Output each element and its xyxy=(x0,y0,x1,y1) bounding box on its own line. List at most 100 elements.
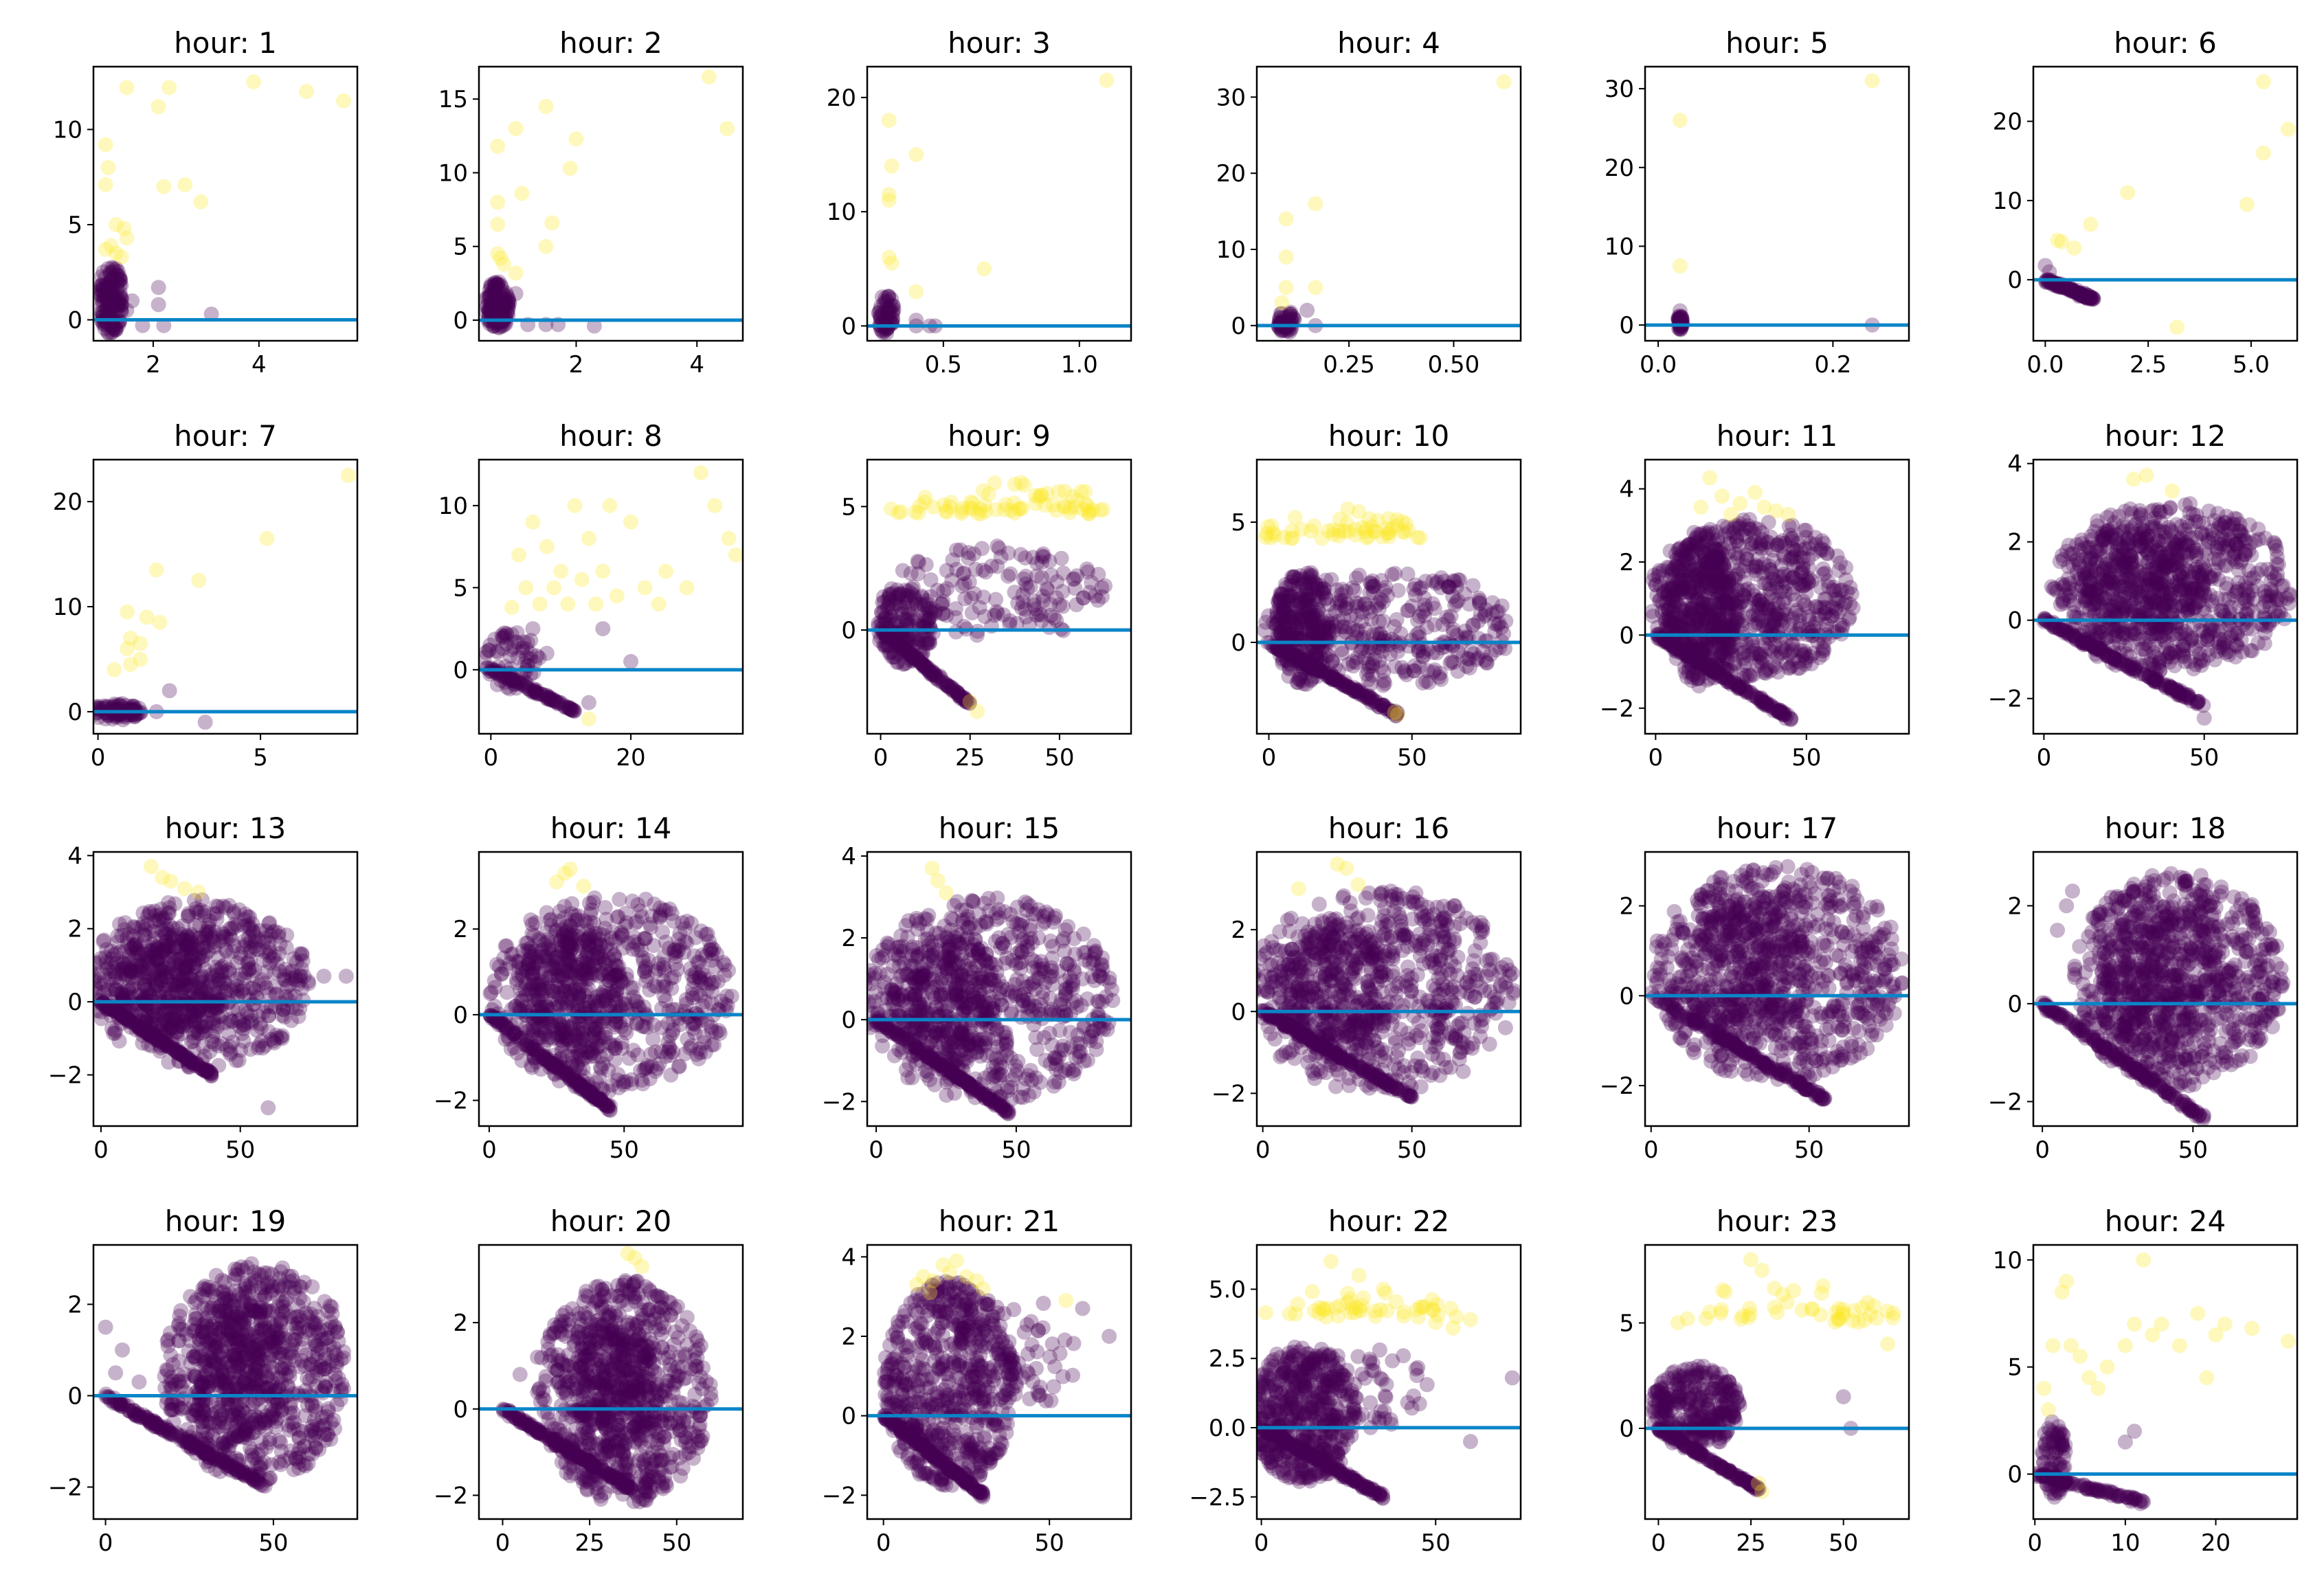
point-low xyxy=(914,656,929,671)
point-low xyxy=(1801,612,1816,627)
point-low xyxy=(875,289,890,304)
point-high xyxy=(2066,240,2081,256)
point-high xyxy=(2281,122,2296,137)
point-low xyxy=(1828,583,1843,598)
x-tick-label: 4 xyxy=(689,351,704,379)
point-low xyxy=(491,275,506,290)
point-low xyxy=(966,546,981,561)
point-low xyxy=(581,695,596,710)
x-tick-label: 0 xyxy=(91,744,106,772)
point-low xyxy=(2042,265,2057,280)
point-high xyxy=(943,499,958,515)
point-high xyxy=(651,596,667,611)
point-high xyxy=(553,563,568,578)
y-tick-label: 10 xyxy=(1993,188,2022,215)
point-high xyxy=(156,179,171,194)
point-low xyxy=(1299,303,1315,318)
point-low xyxy=(1385,567,1400,582)
x-tick-label: 50 xyxy=(2189,744,2219,772)
point-high xyxy=(1337,524,1352,539)
subplot-title: hour: 2 xyxy=(559,26,662,60)
point-low xyxy=(1796,594,1811,609)
point-high xyxy=(637,580,652,595)
subplot-title: hour: 11 xyxy=(1717,419,1837,453)
axes-frame xyxy=(867,67,1131,341)
point-low xyxy=(949,543,964,558)
point-low xyxy=(2061,581,2076,596)
y-tick-label: 0 xyxy=(1231,629,1246,657)
point-low xyxy=(1306,660,1321,675)
point-high xyxy=(1279,212,1294,227)
point-low xyxy=(1730,533,1745,548)
point-low xyxy=(1752,559,1767,574)
y-tick-label: 0 xyxy=(1619,312,1634,339)
point-low xyxy=(1326,671,1341,686)
point-low xyxy=(1452,573,1467,588)
point-low xyxy=(1321,620,1336,636)
point-high xyxy=(1380,521,1395,536)
point-low xyxy=(1404,633,1419,648)
point-high xyxy=(884,159,900,174)
point-high xyxy=(341,468,356,483)
x-tick-label: 0.0 xyxy=(1640,351,1677,379)
point-high xyxy=(707,498,722,513)
point-low xyxy=(1293,632,1308,647)
point-low xyxy=(1760,661,1775,676)
point-low xyxy=(1036,550,1051,565)
x-tick-label: 1.0 xyxy=(1061,351,1098,379)
point-high xyxy=(539,239,554,254)
point-low xyxy=(2233,555,2248,570)
point-low xyxy=(1743,537,1758,552)
point-high xyxy=(120,605,135,620)
point-low xyxy=(2182,689,2197,704)
point-low xyxy=(2046,581,2061,596)
point-low xyxy=(1446,655,1461,670)
point-low xyxy=(2123,502,2138,517)
point-low xyxy=(1365,579,1380,594)
point-high xyxy=(2120,185,2135,200)
point-low xyxy=(2138,531,2154,546)
x-tick-label: 5.0 xyxy=(2233,351,2270,379)
point-low xyxy=(2211,552,2226,567)
y-tick-label: 20 xyxy=(1216,160,1246,188)
point-high xyxy=(511,548,526,563)
point-high xyxy=(299,84,314,99)
point-low xyxy=(1007,585,1022,600)
point-low xyxy=(198,715,213,730)
y-tick-label: 10 xyxy=(53,594,82,621)
point-high xyxy=(1038,497,1053,513)
point-low xyxy=(1752,649,1767,664)
point-low xyxy=(1427,617,1442,632)
y-tick-label: 5 xyxy=(1231,509,1246,537)
point-high xyxy=(2169,319,2185,335)
point-low xyxy=(2128,517,2143,532)
point-high xyxy=(1780,507,1796,522)
point-high xyxy=(908,147,924,162)
point-low xyxy=(1842,611,1857,627)
points xyxy=(1271,74,1511,339)
point-high xyxy=(882,193,897,208)
point-high xyxy=(1308,280,1323,295)
point-low xyxy=(886,632,902,647)
point-high xyxy=(1387,705,1403,720)
point-low xyxy=(1340,596,1355,611)
x-tick-label: 2 xyxy=(146,351,161,379)
point-low xyxy=(2213,620,2228,636)
point-low xyxy=(2257,610,2272,625)
point-high xyxy=(539,99,554,114)
point-low xyxy=(1777,613,1792,628)
point-low xyxy=(1754,525,1769,540)
point-high xyxy=(336,93,351,109)
point-high xyxy=(560,596,575,611)
point-high xyxy=(1497,74,1512,89)
y-tick-label: 0 xyxy=(67,307,82,335)
point-high xyxy=(563,161,578,176)
point-high xyxy=(509,121,524,136)
point-high xyxy=(1308,196,1323,212)
y-tick-label: 4 xyxy=(1619,476,1634,504)
y-tick-label: 0 xyxy=(2007,607,2022,635)
